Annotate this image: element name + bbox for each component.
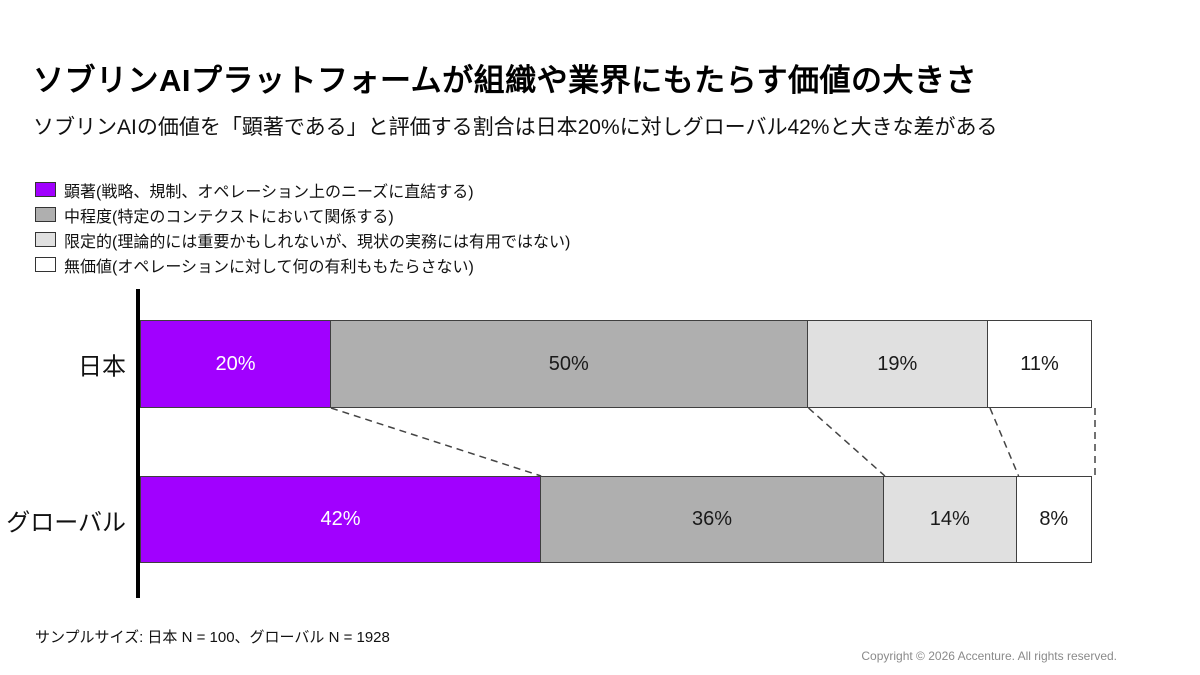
legend-label: 顕著(戦略、規制、オペレーション上のニーズに直結する)	[64, 183, 474, 201]
legend: 顕著(戦略、規制、オペレーション上のニーズに直結する) 中程度(特定のコンテクスト…	[35, 177, 570, 277]
legend-swatch	[35, 182, 56, 197]
bar-segment: 50%	[330, 320, 808, 408]
bar-row: 日本 20% 50% 19% 11%	[78, 320, 1095, 408]
bar-segment: 42%	[140, 476, 542, 563]
legend-label: 無価値(オペレーションに対して何の有利ももたらさない)	[64, 258, 474, 276]
legend-item: 限定的(理論的には重要かもしれないが、現状の実務には有用ではない)	[35, 227, 570, 252]
legend-item: 中程度(特定のコンテクストにおいて関係する)	[35, 202, 570, 227]
chart-plot-area: 日本 20% 50% 19% 11% グローバル 42% 36% 14% 8%	[6, 289, 1095, 598]
bar-segment: 14%	[882, 476, 1017, 563]
legend-label: 限定的(理論的には重要かもしれないが、現状の実務には有用ではない)	[64, 233, 571, 251]
legend-label: 中程度(特定のコンテクストにおいて関係する)	[64, 208, 394, 226]
bar-segment: 36%	[540, 476, 884, 563]
legend-swatch	[35, 232, 56, 247]
connector-line	[808, 407, 886, 477]
sample-size-note: サンプルサイズ: 日本 N = 100、グローバル N = 1928	[35, 629, 390, 646]
legend-item: 顕著(戦略、規制、オペレーション上のニーズに直結する)	[35, 177, 570, 202]
connector-line	[989, 407, 1020, 477]
page-subtitle: ソブリンAIの価値を「顕著である」と評価する割合は日本20%に対しグローバル42…	[33, 116, 998, 139]
legend-item: 無価値(オペレーションに対して何の有利ももたらさない)	[35, 252, 570, 277]
copyright-note: Copyright © 2026 Accenture. All rights r…	[861, 649, 1117, 663]
category-label: 日本	[78, 353, 126, 381]
bar-segment: 20%	[140, 320, 331, 408]
bar-segment: 19%	[806, 320, 988, 408]
connector-lines	[330, 407, 1096, 477]
page-title: ソブリンAIプラットフォームが組織や業界にもたらす価値の大きさ	[33, 63, 977, 98]
connector-line	[330, 407, 542, 477]
bar-segment: 11%	[986, 320, 1092, 408]
y-axis-line	[136, 289, 140, 598]
category-label: グローバル	[6, 509, 126, 536]
bar-row: グローバル 42% 36% 14% 8%	[6, 476, 1095, 563]
bar-segment: 8%	[1015, 476, 1092, 563]
legend-swatch	[35, 257, 56, 272]
legend-swatch	[35, 207, 56, 222]
